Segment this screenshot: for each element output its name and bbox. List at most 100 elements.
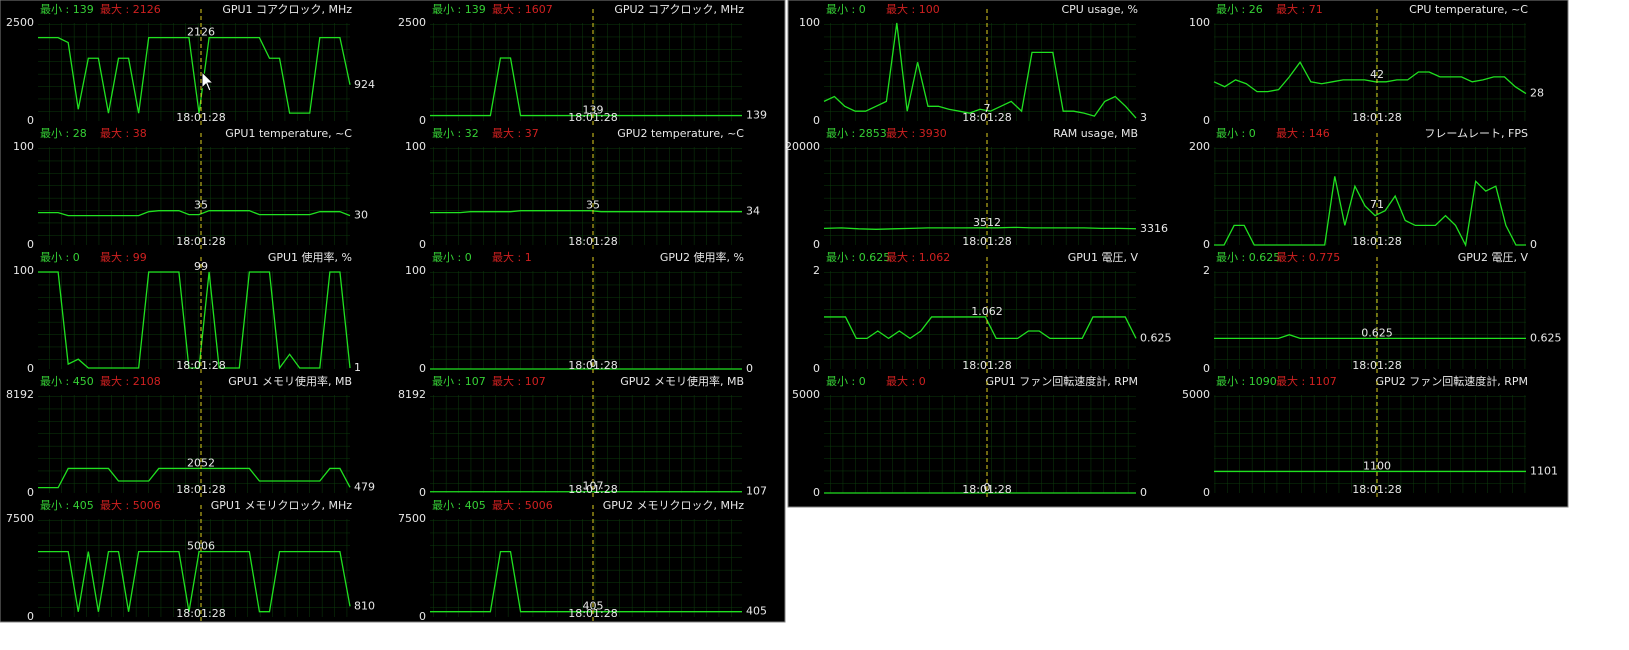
cursor-value: 1.062 (971, 305, 1003, 318)
cursor-value: 139 (583, 104, 604, 117)
cursor-value: 35 (586, 199, 600, 212)
current-value: 1101 (1530, 464, 1558, 477)
graph-area (1214, 271, 1526, 369)
panel-title: GPU2 メモリ使用率, MB (620, 374, 744, 388)
current-value: 810 (354, 599, 375, 612)
y-min-label: 0 (419, 486, 426, 499)
y-max-label: 2 (813, 264, 820, 277)
y-max-label: 2500 (6, 16, 34, 29)
current-value: 139 (746, 109, 767, 122)
cursor-value: 405 (583, 600, 604, 613)
min-label: 最小 : 405 (40, 499, 94, 512)
min-label: 最小 : 450 (40, 375, 94, 388)
time-label: 18:01:28 (1352, 111, 1401, 124)
min-label: 最小 : 28 (40, 127, 87, 140)
y-max-label: 7500 (6, 512, 34, 525)
time-label: 18:01:28 (1352, 235, 1401, 248)
cursor-value: 3512 (973, 216, 1001, 229)
max-label: 最大 : 1.062 (886, 250, 950, 264)
y-max-label: 200 (1189, 140, 1210, 153)
cursor-value: 0.625 (1361, 326, 1393, 339)
current-value: 0 (1140, 486, 1147, 499)
cursor-value: 2126 (187, 26, 215, 39)
panel-title: GPU1 使用率, % (268, 250, 352, 264)
current-value: 107 (746, 485, 767, 498)
max-label: 最大 : 1 (492, 250, 532, 264)
max-label: 最大 : 100 (886, 2, 940, 16)
y-min-label: 0 (27, 486, 34, 499)
current-value: 1 (354, 361, 361, 374)
time-label: 18:01:28 (1352, 483, 1401, 496)
cursor-value: 42 (1370, 68, 1384, 81)
min-label: 最小 : 139 (40, 3, 94, 16)
min-label: 最小 : 0 (1216, 127, 1256, 140)
graph-area (430, 271, 742, 369)
y-min-label: 0 (27, 238, 34, 251)
max-label: 最大 : 71 (1276, 2, 1323, 16)
panel-title: CPU temperature, ~C (1409, 3, 1528, 16)
max-label: 最大 : 2126 (100, 2, 161, 16)
time-label: 18:01:28 (176, 607, 225, 620)
min-label: 最小 : 139 (432, 3, 486, 16)
panel-title: GPU1 コアクロック, MHz (222, 3, 352, 16)
cursor-value: 5006 (187, 540, 215, 553)
time-label: 18:01:28 (568, 235, 617, 248)
panel-title: GPU1 メモリクロック, MHz (211, 499, 352, 512)
y-min-label: 0 (419, 114, 426, 127)
y-min-label: 0 (419, 238, 426, 251)
cursor-value: 99 (194, 260, 208, 273)
y-min-label: 0 (813, 362, 820, 375)
current-value: 34 (746, 205, 760, 218)
cursor-value: 0 (590, 357, 597, 370)
min-label: 最小 : 32 (432, 127, 479, 140)
current-value: 0.625 (1140, 331, 1172, 344)
graph-area (38, 147, 350, 245)
max-label: 最大 : 5006 (100, 498, 161, 512)
max-label: 最大 : 0 (886, 374, 926, 388)
max-label: 最大 : 1107 (1276, 374, 1337, 388)
max-label: 最大 : 37 (492, 126, 539, 140)
max-label: 最大 : 38 (100, 126, 147, 140)
graph-area (824, 147, 1136, 245)
y-max-label: 100 (405, 264, 426, 277)
current-value: 30 (354, 209, 368, 222)
max-label: 最大 : 2108 (100, 374, 161, 388)
time-label: 18:01:28 (1352, 359, 1401, 372)
current-value: 28 (1530, 87, 1544, 100)
y-min-label: 0 (1203, 114, 1210, 127)
y-min-label: 0 (1203, 486, 1210, 499)
y-max-label: 5000 (1182, 388, 1210, 401)
current-value: 0.625 (1530, 331, 1562, 344)
max-label: 最大 : 99 (100, 250, 147, 264)
y-min-label: 0 (813, 238, 820, 251)
panel-title: GPU2 電圧, V (1458, 251, 1529, 264)
min-label: 最小 : 1090 (1216, 375, 1277, 388)
time-label: 18:01:28 (176, 235, 225, 248)
panel-title: フレームレート, FPS (1424, 127, 1528, 140)
y-min-label: 0 (27, 362, 34, 375)
min-label: 最小 : 2853 (826, 127, 887, 140)
y-min-label: 0 (419, 362, 426, 375)
y-min-label: 0 (27, 610, 34, 623)
max-label: 最大 : 3930 (886, 126, 947, 140)
time-label: 18:01:28 (176, 359, 225, 372)
y-max-label: 5000 (792, 388, 820, 401)
y-min-label: 0 (419, 610, 426, 623)
y-max-label: 100 (13, 264, 34, 277)
y-max-label: 8192 (398, 388, 426, 401)
panel-title: GPU2 temperature, ~C (617, 127, 744, 140)
panel-title: GPU1 メモリ使用率, MB (228, 374, 352, 388)
y-min-label: 0 (27, 114, 34, 127)
graph-area (430, 147, 742, 245)
current-value: 0 (746, 362, 753, 375)
min-label: 最小 : 107 (432, 375, 486, 388)
max-label: 最大 : 146 (1276, 126, 1330, 140)
current-value: 3 (1140, 111, 1147, 124)
y-max-label: 100 (13, 140, 34, 153)
y-max-label: 2500 (398, 16, 426, 29)
panel-title: GPU2 ファン回転速度計, RPM (1376, 374, 1528, 388)
current-value: 405 (746, 605, 767, 618)
min-label: 最小 : 26 (1216, 3, 1263, 16)
cursor-value: 0 (984, 481, 991, 494)
